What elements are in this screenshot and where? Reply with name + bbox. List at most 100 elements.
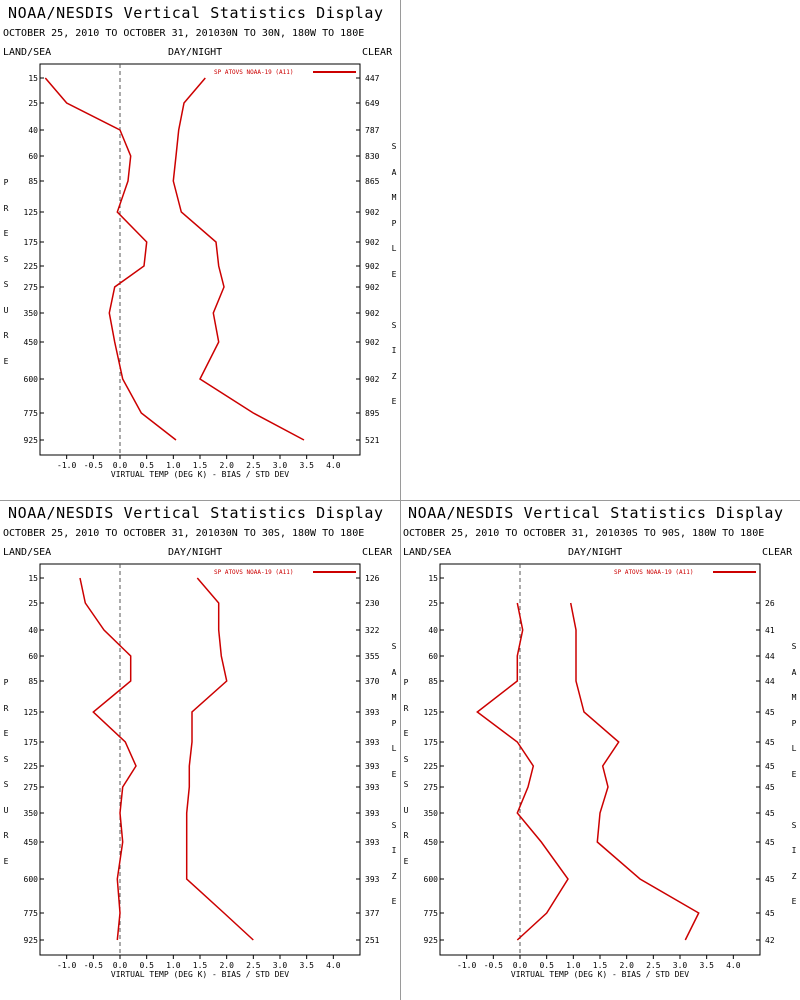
pressure-level-label: 350 [24,809,39,818]
pressure-level-label: 125 [24,708,39,717]
sample-size-label: 902 [365,238,380,247]
legend-label: SP ATOVS NOAA-19 (A11) [214,69,293,76]
legend-label: SP ATOVS NOAA-19 (A11) [214,569,293,576]
panel-title: NOAA/NESDIS Vertical Statistics Display [8,504,384,522]
pressure-level-label: 40 [28,626,38,635]
x-tick-label: 3.5 [699,961,714,970]
x-tick-label: -1.0 [457,961,476,970]
sample-size-label: 447 [365,74,380,83]
pressure-level-label: 40 [28,126,38,135]
sample-size-label: 45 [765,838,775,847]
x-tick-label: -0.5 [84,461,103,470]
x-tick-label: 1.5 [193,961,208,970]
stats-panel-south-tropics: -1.0 -0.5 0.0 0.5 1.0 1.5 2.0 2.5 3.0 3.5 4.0 VIRTU… [0,500,400,1000]
panel-subtitle: OCTOBER 25, 2010 TO OCTOBER 31, 201030S … [403,528,764,539]
pressure-level-label: 925 [424,936,439,945]
sample-size-label: 393 [365,708,380,717]
x-tick-label: -1.0 [57,461,76,470]
land-sea-label: LAND/SEA [3,47,52,58]
sample-size-label: 393 [365,783,380,792]
x-axis-label: VIRTUAL TEMP (DEG K) - BIAS / STD DEV [511,970,689,979]
legend-label: SP ATOVS NOAA-19 (A11) [614,569,693,576]
sample-size-label: 393 [365,809,380,818]
pressure-level-label: 925 [24,936,39,945]
x-tick-label: 1.0 [166,461,181,470]
sample-size-label: 45 [765,875,775,884]
x-tick-label: 1.5 [193,461,208,470]
sample-size-label: 41 [765,626,775,635]
pressure-level-label: 600 [424,875,439,884]
pressure-level-label: 25 [28,599,38,608]
clear-label: CLEAR [362,547,393,558]
pressure-level-label: 225 [24,762,39,771]
pressure-level-label: 775 [24,409,39,418]
series-bias-line [79,577,137,941]
pressure-level-label: 125 [424,708,439,717]
x-tick-label: 2.5 [246,461,261,470]
stats-panel-tropics: -1.0 -0.5 0.0 0.5 1.0 1.5 2.0 2.5 3.0 3.5 4.0 VIRTU… [0,0,400,500]
sample-size-label: 126 [365,574,380,583]
pressure-level-label: 600 [24,375,39,384]
pressure-level-label: 350 [24,309,39,318]
sample-size-label: 902 [365,208,380,217]
x-tick-label: 0.0 [113,961,128,970]
sample-size-label: 393 [365,838,380,847]
pressure-level-label: 15 [28,574,38,583]
region: 30S TO 90S, 180W TO 180E [619,528,765,539]
series-std-dev-line [569,602,700,941]
clear-label: CLEAR [762,547,793,558]
pressure-level-label: 775 [424,909,439,918]
sample-size-label: 322 [365,626,380,635]
x-axis-label: VIRTUAL TEMP (DEG K) - BIAS / STD DEV [111,970,289,979]
x-tick-label: -1.0 [57,961,76,970]
sample-size-label: 230 [365,599,380,608]
sample-size-label: 45 [765,783,775,792]
land-sea-label: LAND/SEA [3,547,52,558]
region: 30N TO 30N, 180W TO 180E [219,28,365,39]
chart-svg: -1.0 -0.5 0.0 0.5 1.0 1.5 2.0 2.5 3.0 3.5 4.0 VIRTU… [424,563,775,979]
panel-divider-horizontal [0,500,800,501]
sample-size-label: 393 [365,738,380,747]
pressure-level-label: 275 [24,783,39,792]
sample-size-label: 865 [365,177,380,186]
sample-size-label: 902 [365,338,380,347]
sample-size-label: 902 [365,283,380,292]
sample-size-label: 26 [765,599,775,608]
sample-size-label: 42 [765,936,775,945]
sample-size-label: 44 [765,677,775,686]
x-tick-label: 0.5 [539,961,554,970]
pressure-level-label: 85 [428,677,438,686]
land-sea-label: LAND/SEA [403,547,452,558]
x-tick-label: 3.0 [273,461,288,470]
pressure-level-label: 125 [24,208,39,217]
sample-size-label: 45 [765,809,775,818]
sample-size-label: 393 [365,762,380,771]
x-tick-label: 3.0 [273,961,288,970]
pressure-level-label: 450 [24,338,39,347]
x-tick-label: 2.5 [246,961,261,970]
pressure-level-label: 450 [24,838,39,847]
x-tick-label: 3.0 [673,961,688,970]
pressure-level-label: 25 [428,599,438,608]
sample-size-label: 830 [365,152,380,161]
pressure-level-label: 25 [28,99,38,108]
panel-subtitle: OCTOBER 25, 2010 TO OCTOBER 31, 201030N … [3,528,364,539]
sample-size-label: 377 [365,909,380,918]
x-tick-label: 4.0 [326,961,341,970]
pressure-level-label: 350 [424,809,439,818]
pressure-level-label: 775 [24,909,39,918]
sample-size-label: 370 [365,677,380,686]
sample-size-label: 45 [765,909,775,918]
series-bias-line [476,602,569,941]
x-tick-label: 2.0 [219,461,234,470]
sample-size-label: 902 [365,262,380,271]
x-tick-label: -0.5 [84,961,103,970]
sample-size-label: 521 [365,436,380,445]
x-tick-label: 1.5 [593,961,608,970]
pressure-level-label: 925 [24,436,39,445]
panel-subtitle: OCTOBER 25, 2010 TO OCTOBER 31, 201030N … [3,28,364,39]
x-tick-label: 4.0 [726,961,741,970]
